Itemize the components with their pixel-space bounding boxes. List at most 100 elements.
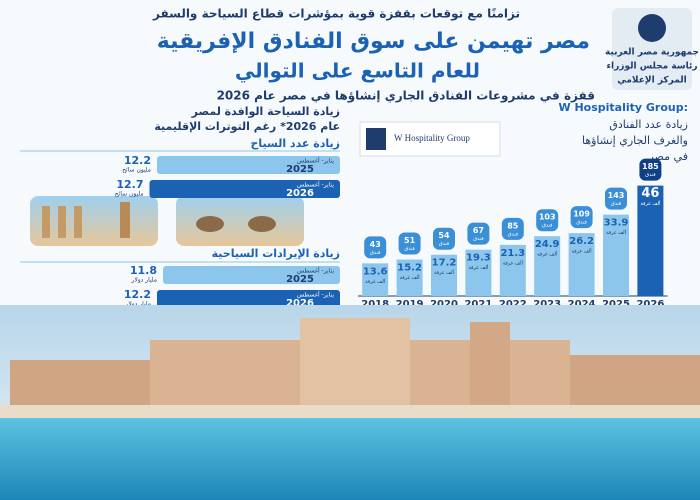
tagline: قفزة في مشروعات الفنادق الجاري إنشاؤها ف… [217, 89, 595, 104]
bar [637, 185, 664, 296]
stat-bar [157, 156, 340, 174]
hotel-label: 51 [404, 236, 416, 245]
arrivals-title: زيادة عدد السياح [250, 137, 340, 150]
stat-unit: مليون سائح [115, 191, 144, 198]
hotel-badge [364, 236, 387, 259]
x-tick-label: 2018 [361, 299, 389, 310]
source-line: زيادة عدد الفنادق [609, 118, 688, 131]
bar [396, 259, 423, 296]
hotel-label: 185 [642, 162, 659, 171]
stat-period: يناير- أغسطس [297, 157, 334, 165]
hotel-badge [536, 209, 559, 232]
x-tick-label: 2026 [636, 299, 664, 310]
pool [0, 418, 700, 500]
logo-line: جمهورية مصر العربية [605, 48, 699, 58]
value-label: 13.6 [363, 266, 388, 277]
revenue-title: زيادة الإيرادات السياحية [212, 247, 340, 260]
x-tick-label: 2021 [464, 299, 492, 310]
building-center [300, 318, 410, 410]
stat-unit: مليون سائح [122, 167, 151, 174]
value-label: 21.3 [500, 248, 525, 259]
hotel-badge [398, 232, 421, 255]
hotel-label: 143 [608, 191, 625, 200]
hotel-badge [605, 187, 627, 210]
logo-line: رئاسة مجلس الوزراء [606, 62, 697, 72]
bar [603, 214, 629, 296]
source-logo-text: W Hospitality Group [394, 133, 470, 143]
value-label: 33.9 [604, 218, 629, 229]
stat-year: 2025 [286, 164, 314, 175]
hotel-badge [639, 158, 662, 181]
stat-bar [163, 266, 340, 284]
unit-label: ألف غرفة [606, 229, 627, 236]
bar [431, 254, 457, 296]
kicker: تزامنًا مع توقعات بقفزة قوية بمؤشرات قطا… [152, 7, 520, 22]
value-label: 19.3 [466, 253, 491, 264]
stat-period: يناير- أغسطس [297, 291, 334, 299]
unit-label: ألف غرفة [434, 269, 455, 276]
logo-emblem [638, 14, 666, 42]
logo-line: المركز الإعلامي [617, 76, 687, 86]
tourism-heading: زيادة السياحة الوافدة لمصر [191, 105, 340, 118]
unit-label: ألف غرفة [503, 259, 524, 266]
stat-year: 2026 [286, 298, 314, 309]
building-right [570, 355, 700, 410]
unit-label: ألف غرفة [640, 200, 661, 207]
column [74, 206, 82, 238]
column [58, 206, 66, 238]
unit-label: ألف غرفة [572, 248, 593, 255]
hotel-unit: فندق [542, 223, 553, 229]
stat-bar [149, 180, 340, 198]
deck [0, 405, 700, 419]
hotel-label: 103 [539, 213, 556, 222]
tourism-heading: عام 2026* رغم التوترات الإقليمية [154, 120, 340, 133]
stat-value: 12.7 [116, 178, 143, 191]
hotel-unit: فندق [370, 250, 381, 256]
x-tick-label: 2024 [568, 299, 596, 310]
hotel-unit: فندق [508, 231, 519, 237]
source-line: والغرف الجاري إنشاؤها [582, 134, 688, 147]
hotel-label: 43 [370, 240, 381, 249]
stat-year: 2026 [286, 188, 314, 199]
value-label: 26.2 [569, 236, 594, 247]
value-label: 17.2 [432, 258, 457, 269]
bar [362, 263, 389, 296]
stat-value: 12.2 [124, 288, 151, 301]
bar [568, 233, 595, 296]
x-tick-label: 2019 [396, 299, 424, 310]
bar [534, 236, 561, 296]
value-label: 15.2 [397, 263, 422, 274]
camel [196, 216, 224, 232]
source-name: W Hospitality Group: [558, 101, 688, 114]
stat-value: 12.2 [124, 154, 151, 167]
hotel-unit: فندق [404, 246, 415, 252]
photo-temple [30, 196, 158, 246]
bar [499, 244, 526, 296]
stat-unit: مليار دولار [130, 277, 157, 284]
x-tick-label: 2025 [602, 299, 630, 310]
stat-period: يناير- أغسطس [297, 181, 334, 189]
hotel-label: 67 [473, 226, 484, 235]
column [120, 202, 130, 238]
hotel-badge [501, 217, 524, 240]
unit-label: ألف غرفة [365, 278, 386, 285]
hotel-unit: فندق [645, 172, 656, 178]
stat-unit: مليار دولار [124, 301, 151, 308]
title: مصر تهيمن على سوق الفنادق الإفريقية [157, 29, 590, 54]
hotel-unit: فندق [611, 201, 622, 207]
hotel-label: 85 [507, 221, 519, 230]
x-tick-label: 2022 [499, 299, 527, 310]
logo-box [612, 8, 692, 90]
photo-camels [176, 196, 304, 246]
value-label: 24.9 [535, 239, 560, 250]
building-left [10, 360, 150, 410]
x-tick-label: 2023 [533, 299, 561, 310]
hotel-badge [467, 222, 490, 245]
hotel-badge [433, 227, 455, 250]
stat-year: 2025 [286, 274, 314, 285]
tower [470, 322, 510, 410]
column [42, 206, 50, 238]
hotel-label: 54 [438, 231, 450, 240]
unit-label: ألف غرفة [537, 251, 558, 258]
